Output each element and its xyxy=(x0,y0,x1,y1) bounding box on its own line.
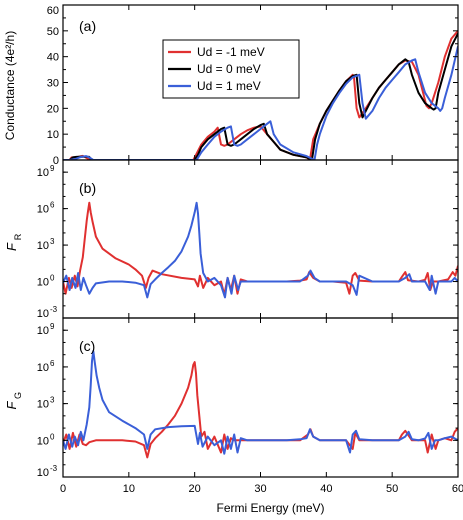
plot-frame xyxy=(62,317,459,478)
x-tick-label: 60 xyxy=(452,483,463,495)
y-tick-label: 10 xyxy=(37,240,49,252)
y-tick-label: 60 xyxy=(47,5,59,17)
y-tick-exponent: -3 xyxy=(50,464,58,473)
y-tick-exponent: 0 xyxy=(50,432,55,441)
y-tick-exponent: 3 xyxy=(50,396,55,405)
panel-label: (a) xyxy=(79,18,96,34)
y-tick-label: 10 xyxy=(37,204,49,216)
y-tick-exponent: 6 xyxy=(50,359,55,368)
panel-label: (c) xyxy=(79,338,95,354)
panel-label: (b) xyxy=(79,180,96,196)
series-line-3 xyxy=(63,46,458,160)
y-tick-exponent: 6 xyxy=(50,201,55,210)
legend-entry: Ud = 1 meV xyxy=(197,79,261,93)
y-tick-label: 10 xyxy=(37,325,49,337)
y-tick-label: 10 xyxy=(37,308,49,320)
y-tick-label: 10 xyxy=(37,167,49,179)
y-axis-label: Conductance (4e²/h) xyxy=(3,31,17,140)
x-axis-label: Fermi Energy (meV) xyxy=(216,501,324,515)
y-tick-label: 50 xyxy=(47,26,59,38)
x-tick-label: 50 xyxy=(386,483,398,495)
y-axis-label-subscript: R xyxy=(13,233,23,240)
y-tick-label: 0 xyxy=(53,155,59,167)
y-tick-exponent: 9 xyxy=(50,322,55,331)
legend-entry: Ud = 0 meV xyxy=(197,62,261,76)
series-line-2 xyxy=(63,201,458,299)
y-tick-exponent: -3 xyxy=(50,305,58,314)
y-tick-label: 10 xyxy=(37,362,49,374)
y-tick-label: 10 xyxy=(47,129,59,141)
plot-frame xyxy=(62,159,459,319)
y-tick-label: 10 xyxy=(37,435,49,447)
y-tick-label: 30 xyxy=(47,78,59,90)
y-axis-label: F xyxy=(4,400,19,409)
x-tick-label: 20 xyxy=(189,483,201,495)
series-line-1 xyxy=(63,361,458,459)
panel-a: 0 10 20 30 40 50 60 (a) Conductance (4e²/h) Ud = … xyxy=(3,4,459,167)
x-tick-label: 10 xyxy=(123,483,135,495)
legend-entry: Ud = -1 meV xyxy=(197,45,265,59)
y-tick-label: 20 xyxy=(47,103,59,115)
series-line-1 xyxy=(63,30,458,160)
y-tick-label: 10 xyxy=(37,277,49,289)
series-line-2 xyxy=(63,32,458,160)
y-axis-label-subscript: G xyxy=(13,392,23,399)
x-tick-label: 30 xyxy=(254,483,266,495)
y-tick-exponent: 9 xyxy=(50,164,55,173)
y-tick-exponent: 3 xyxy=(50,237,55,246)
series-line-2 xyxy=(63,350,458,455)
x-tick-label: 0 xyxy=(60,483,66,495)
y-tick-label: 40 xyxy=(47,52,59,64)
y-tick-label: 10 xyxy=(37,467,49,479)
y-tick-label: 10 xyxy=(37,399,49,411)
y-axis-label: F xyxy=(4,242,19,251)
x-tick-label: 40 xyxy=(320,483,332,495)
y-tick-exponent: 0 xyxy=(50,274,55,283)
